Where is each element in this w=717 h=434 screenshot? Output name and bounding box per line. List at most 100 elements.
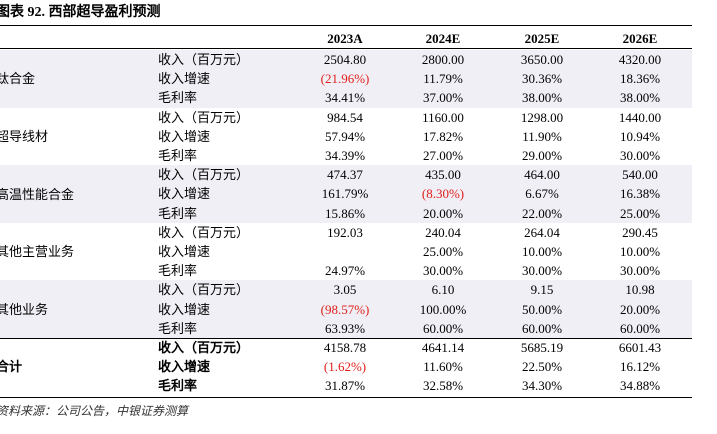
source: 资料来源：公司公告，中银证券测算 — [0, 404, 189, 418]
cell: 22.00% — [521, 205, 563, 221]
column-header: 2023A — [327, 31, 363, 46]
cell: 290.45 — [622, 224, 658, 240]
cell: 5685.19 — [520, 340, 564, 355]
cell: 2504.80 — [323, 52, 367, 67]
cell: 30.00% — [422, 263, 464, 279]
cell: (98.57%) — [320, 301, 370, 317]
cell: 10.98 — [625, 282, 655, 298]
cell: 10.94% — [619, 128, 661, 144]
cell: 30.00% — [521, 263, 563, 279]
cell: 4320.00 — [618, 52, 662, 67]
cell: 24.97% — [324, 263, 366, 279]
cell: 4641.14 — [421, 340, 465, 355]
metric-label: 收入增速 — [158, 359, 211, 375]
cell: 34.88% — [619, 378, 661, 394]
cell: 60.00% — [619, 320, 661, 336]
metric-label: 毛利率 — [158, 263, 198, 279]
cell: 37.00% — [422, 90, 464, 106]
cell: 100.00% — [419, 301, 467, 317]
column-header: 2026E — [622, 31, 658, 46]
metric-label: 收入增速 — [158, 244, 211, 259]
cell: 32.58% — [422, 378, 464, 394]
cell: 1298.00 — [520, 109, 564, 125]
cell: 50.00% — [521, 301, 563, 317]
metric-label: 收入增速 — [158, 186, 211, 202]
rule — [0, 338, 692, 339]
column-header: 2025E — [524, 31, 560, 46]
cell: 18.36% — [619, 71, 661, 87]
cell: 11.60% — [423, 359, 463, 375]
row-band — [0, 280, 692, 338]
group-label: 钛合金 — [0, 71, 36, 87]
cell: 31.87% — [324, 378, 366, 394]
row-band — [0, 165, 692, 223]
cell: 20.00% — [422, 205, 464, 221]
cell: 30.00% — [619, 148, 661, 163]
cell: 11.90% — [522, 128, 562, 144]
metric-label: 毛利率 — [158, 205, 198, 221]
cell: (8.30%) — [421, 186, 465, 202]
metric-label: 收入（百万元） — [158, 224, 250, 240]
cell: 63.93% — [324, 320, 366, 336]
metric-label: 毛利率 — [158, 320, 198, 336]
cell: 10.00% — [521, 244, 563, 259]
cell: 6.67% — [525, 186, 559, 202]
cell: 1440.00 — [618, 109, 662, 125]
cell: 161.79% — [321, 186, 369, 202]
cell: 6.10 — [431, 282, 455, 298]
cell: 60.00% — [422, 320, 464, 336]
metric-label: 收入增速 — [158, 128, 211, 144]
title: 图表 92. 西部超导盈利预测 — [0, 5, 161, 20]
rule — [0, 25, 692, 26]
cell: 240.04 — [425, 224, 461, 240]
cell: 540.00 — [622, 167, 658, 183]
cell: 17.82% — [422, 128, 464, 144]
cell: 16.12% — [619, 359, 661, 375]
cell: 3.05 — [333, 282, 357, 298]
cell: 29.00% — [521, 148, 563, 163]
cell: 192.03 — [327, 224, 363, 240]
metric-label: 收入（百万元） — [158, 340, 250, 355]
cell: 25.00% — [422, 244, 464, 259]
cell: 20.00% — [619, 301, 661, 317]
cell: 15.86% — [324, 205, 366, 221]
metric-label: 毛利率 — [158, 148, 198, 163]
metric-label: 收入增速 — [158, 301, 211, 317]
metric-label: 毛利率 — [158, 378, 198, 394]
cell: 3650.00 — [520, 52, 564, 67]
cell: 27.00% — [422, 148, 464, 163]
rule — [0, 48, 692, 49]
group-label: 超导线材 — [0, 128, 49, 144]
row-band — [0, 50, 692, 108]
cell: 984.54 — [327, 109, 363, 125]
cell: 10.00% — [619, 244, 661, 259]
cell: 16.38% — [619, 186, 661, 202]
cell: 34.39% — [324, 148, 366, 163]
cell: 60.00% — [521, 320, 563, 336]
group-label: 合计 — [0, 359, 23, 375]
cell: 22.50% — [521, 359, 563, 375]
cell: 9.15 — [530, 282, 554, 298]
cell: (1.62%) — [323, 359, 367, 375]
cell: 30.36% — [521, 71, 563, 87]
cell: 34.30% — [521, 378, 563, 394]
group-label: 其他业务 — [0, 301, 49, 317]
cell: 464.00 — [524, 167, 560, 183]
metric-label: 收入（百万元） — [158, 52, 250, 67]
cell: 38.00% — [619, 90, 661, 106]
cell: 11.79% — [423, 71, 463, 87]
metric-label: 收入（百万元） — [158, 167, 250, 183]
metric-label: 收入（百万元） — [158, 109, 250, 125]
group-label: 其他主营业务 — [0, 244, 75, 260]
rule — [0, 396, 692, 398]
cell: 25.00% — [619, 205, 661, 221]
cell: 435.00 — [425, 167, 461, 183]
cell: 34.41% — [324, 90, 366, 106]
column-header: 2024E — [425, 31, 461, 46]
metric-label: 毛利率 — [158, 90, 198, 106]
cell: 264.04 — [524, 224, 560, 240]
cell: 1160.00 — [422, 109, 464, 125]
cell: (21.96%) — [320, 71, 370, 87]
group-label: 高温性能合金 — [0, 186, 75, 202]
